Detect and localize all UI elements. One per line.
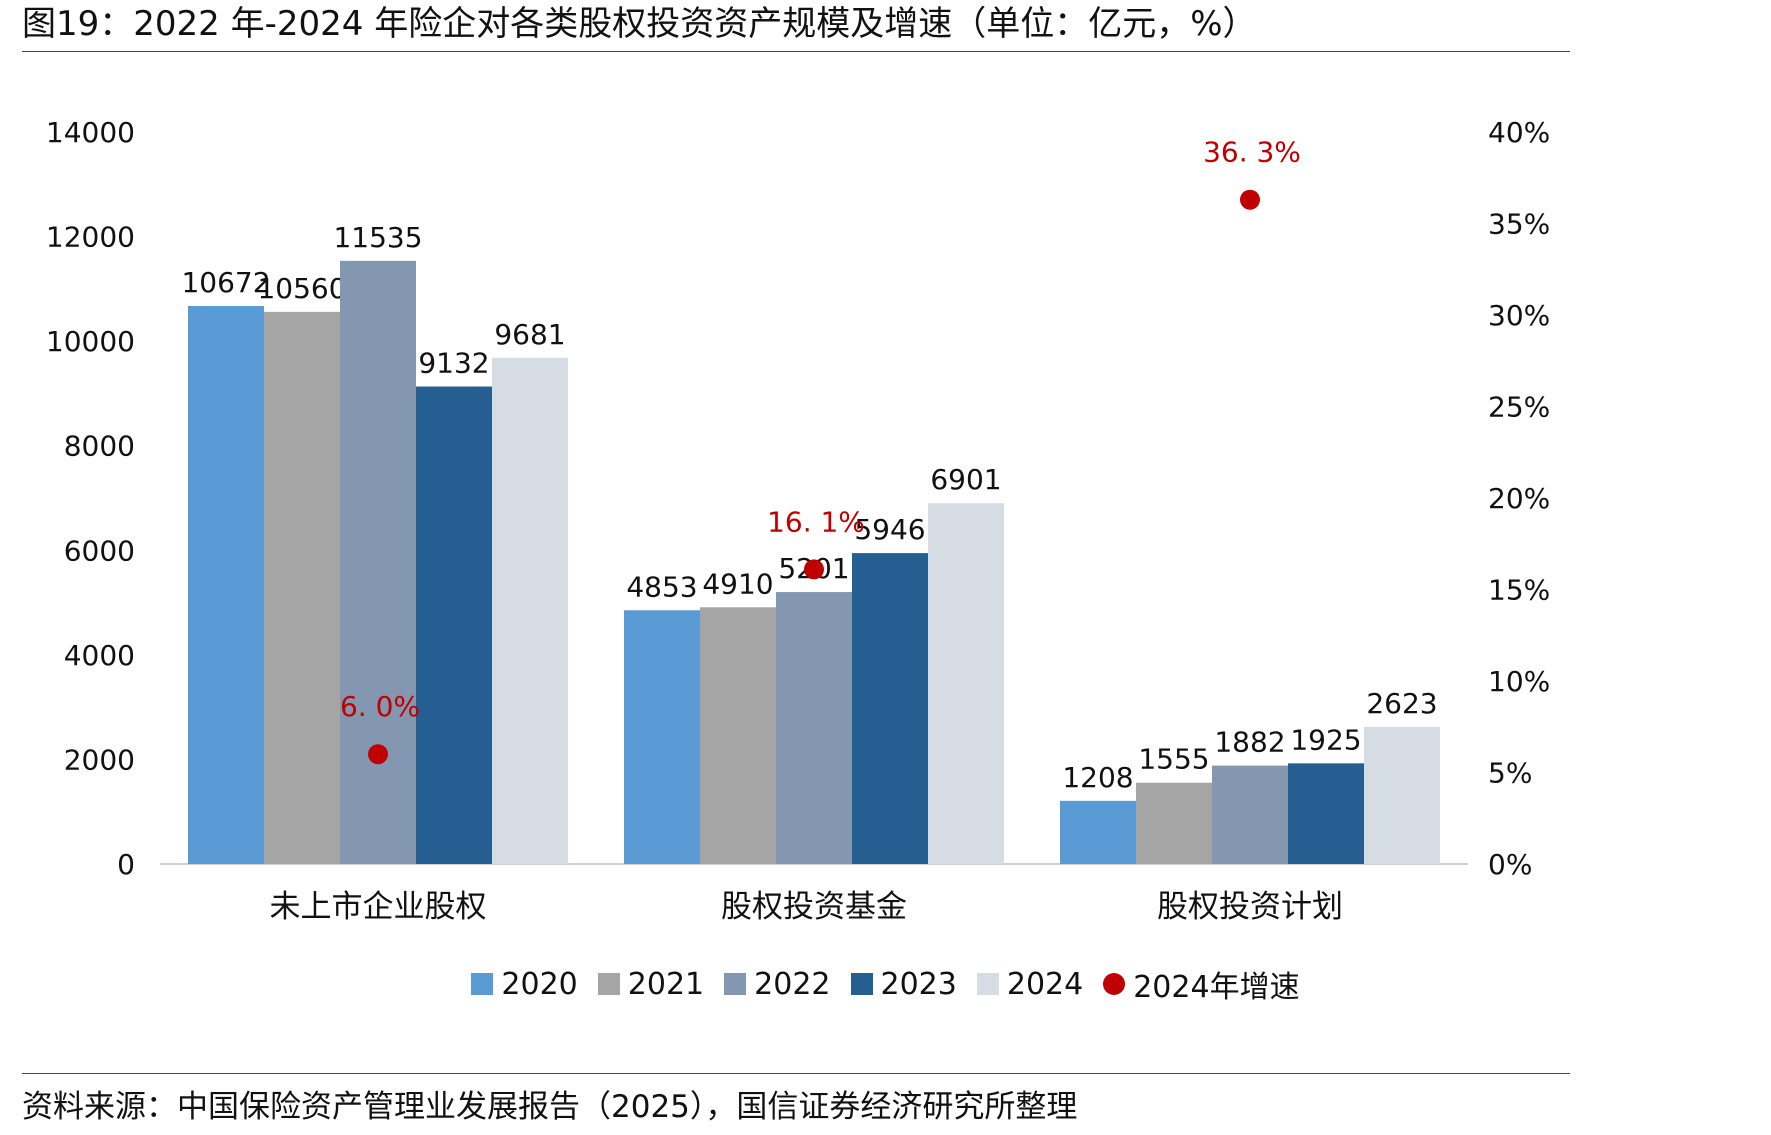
bar-value-label: 5946 [854,513,925,546]
y-right-tick-label: 25% [1488,391,1550,424]
legend-dot-marker [1103,973,1126,995]
legend-swatch [724,973,747,995]
y-right-tick-label: 30% [1488,299,1550,332]
bar-2022 [340,260,416,864]
page-title: 图19：2022 年-2024 年险企对各类股权投资资产规模及增速（单位：亿元，… [22,4,1257,44]
bar-value-label: 4910 [702,567,773,600]
bar-value-label: 4853 [626,570,697,603]
legend-item: 2020 [471,966,578,1002]
bar-2024 [492,357,568,864]
bar-value-label: 11535 [333,221,422,254]
y-left-tick-label: 10000 [46,325,135,358]
legend-swatch [976,973,999,995]
legend-swatch [597,973,620,995]
bar-value-label: 1882 [1214,726,1285,759]
y-right-tick-label: 15% [1488,574,1550,607]
legend-swatch [471,973,494,995]
y-left-tick-label: 6000 [64,534,135,567]
bar-2020 [188,306,264,865]
source-note: 资料来源：中国保险资产管理业发展报告（2025），国信证券经济研究所整理 [22,1089,1078,1125]
legend-item: 2024 [976,966,1084,1002]
y-right-tick-label: 40% [1488,116,1550,149]
bar-value-label: 1555 [1138,743,1209,776]
legend-label: 2024年增速 [1133,970,1300,1005]
bar-value-label: 10672 [181,266,270,299]
y-right-tick-label: 10% [1488,665,1550,698]
legend-item: 2021 [597,966,705,1002]
chart-legend: 2020 2021 2022 2023 2024 2024年增速 [0,962,1771,1006]
bar-2023 [852,553,928,864]
source-divider [22,1073,1570,1074]
bar-2022 [1212,765,1288,864]
category-label: 股权投资基金 [721,889,907,925]
legend-item: 2022 [724,966,831,1002]
y-left-tick-label: 8000 [64,430,135,463]
category-label: 未上市企业股权 [270,889,487,925]
y-right-tick-label: 35% [1488,208,1550,241]
bar-2021 [264,311,340,864]
legend-item: 2024年增速 [1103,962,1300,1006]
bar-2022 [776,592,852,864]
bar-2023 [416,386,492,864]
bar-value-label: 6901 [930,463,1001,496]
title-divider [22,51,1570,52]
bar-2020 [624,610,700,864]
y-right-tick-label: 20% [1488,482,1550,515]
y-left-tick-label: 12000 [46,221,135,254]
bar-2024 [928,503,1004,864]
legend-label: 2020 [501,966,578,1002]
bar-value-label: 2623 [1366,687,1437,720]
bar-value-label: 1925 [1290,723,1361,756]
y-left-tick-label: 14000 [46,116,135,149]
bar-chart: 0 2000 4000 6000 8000 10000 12000 14000 0% 5% 10% 1… [46,116,1550,925]
bar-value-label: 9132 [418,347,489,380]
y-left-tick-label: 4000 [64,639,135,672]
growth-label: 6. 0% [340,690,420,723]
y-left-tick-label: 0 [117,848,135,881]
y-left-tick-label: 2000 [64,743,135,776]
bar-2024 [1364,726,1440,864]
bar-2021 [700,607,776,864]
y-right-tick-label: 0% [1488,848,1532,881]
legend-swatch [850,973,873,995]
y-right-tick-label: 5% [1488,757,1532,790]
category-label: 股权投资计划 [1157,889,1343,925]
bar-value-label: 10560 [257,272,346,305]
legend-label: 2024 [1006,966,1084,1002]
growth-point [804,559,824,580]
legend-label: 2021 [627,966,705,1002]
legend-label: 2023 [880,966,957,1002]
legend-label: 2022 [754,966,831,1002]
legend-item: 2023 [850,966,957,1002]
bar-value-label: 9681 [494,318,565,351]
bar-value-label: 1208 [1062,761,1133,794]
growth-label: 16. 1% [767,505,865,538]
growth-point [368,744,388,765]
growth-point [1240,189,1260,210]
growth-label: 36. 3% [1203,136,1301,169]
bar-2020 [1060,800,1136,864]
bar-2023 [1288,763,1364,864]
bar-2021 [1136,782,1212,864]
